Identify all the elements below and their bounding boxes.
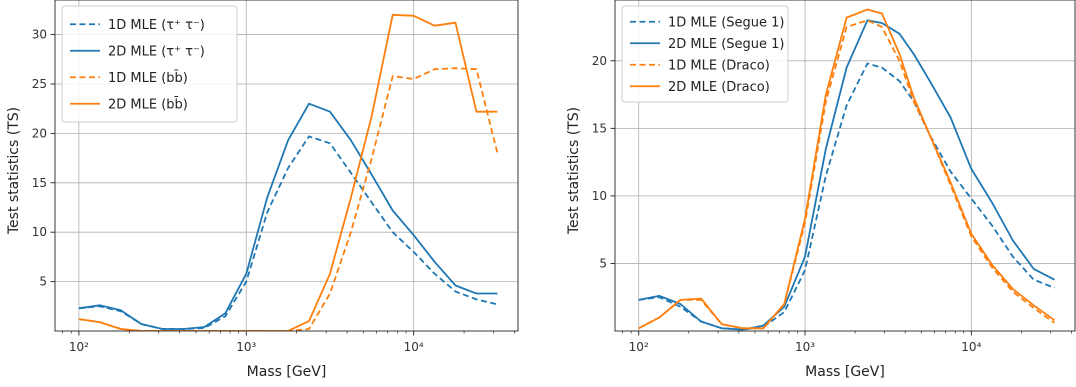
legend-label: 2D MLE (bb̄) — [108, 97, 188, 112]
x-tick-label: 10⁴ — [404, 340, 424, 354]
legend-label: 1D MLE (Segue 1) — [668, 15, 785, 30]
series-line-4 — [638, 8, 1056, 330]
y-tick-label: 10 — [592, 189, 607, 203]
y-tick-label: 25 — [32, 77, 47, 91]
legend-frame — [621, 5, 789, 103]
legend-label: 2D MLE (Segue 1) — [668, 37, 785, 52]
y-tick-label: 10 — [32, 225, 47, 239]
legend-label: 2D MLE (τ⁺ τ⁻) — [108, 44, 205, 59]
series-line-3 — [78, 67, 499, 331]
series-line-1 — [78, 135, 498, 330]
series-line-1 — [638, 62, 1055, 331]
legend-frame — [61, 5, 238, 123]
series-line-2 — [78, 102, 498, 330]
series-line-2 — [638, 19, 1055, 331]
legend: 1D MLE (τ⁺ τ⁻) 2D MLE (τ⁺ τ⁻) 1D MLE (bb̄)… — [61, 5, 238, 123]
legend: 1D MLE (Segue 1) 2D MLE (Segue 1) 1D MLE (… — [621, 5, 789, 103]
chart-panel-1: 10² 10³ 10⁴ 5 10 15 20 25 30 Mass [GeV] Test stati… — [6, 0, 519, 380]
y-tick-label: 5 — [599, 256, 607, 270]
x-tick-label: 10³ — [236, 340, 256, 354]
x-tick-label: 10² — [629, 340, 649, 354]
chart-panel-2: 10² 10³ 10⁴ 5 10 15 20 Mass [GeV] Test statistic… — [566, 0, 1076, 380]
y-tick-label: 30 — [32, 28, 47, 42]
x-tick-label: 10³ — [795, 340, 815, 354]
legend-label: 1D MLE (bb̄) — [108, 70, 188, 85]
x-axis-label: Mass [GeV] — [247, 364, 327, 380]
series-group — [78, 13, 499, 331]
x-axis-label: Mass [GeV] — [805, 364, 885, 380]
series-line-4 — [78, 13, 498, 331]
y-tick-label: 15 — [32, 176, 47, 190]
y-axis-label: Test statistics (TS) — [566, 107, 582, 235]
x-tick-label: 10⁴ — [961, 340, 981, 354]
legend-label: 1D MLE (τ⁺ τ⁻) — [108, 18, 205, 33]
series-group — [638, 8, 1056, 331]
legend-label: 2D MLE (Draco) — [668, 80, 770, 95]
y-tick-label: 5 — [39, 275, 47, 289]
plot-frame — [614, 0, 1076, 332]
plot-frame — [54, 0, 519, 332]
legend-label: 1D MLE (Draco) — [668, 58, 770, 73]
y-tick-label: 20 — [32, 126, 47, 140]
y-axis-label: Test statistics (TS) — [6, 107, 22, 235]
y-tick-label: 15 — [592, 121, 607, 135]
x-tick-label: 10² — [69, 340, 89, 354]
y-tick-label: 20 — [592, 54, 607, 68]
